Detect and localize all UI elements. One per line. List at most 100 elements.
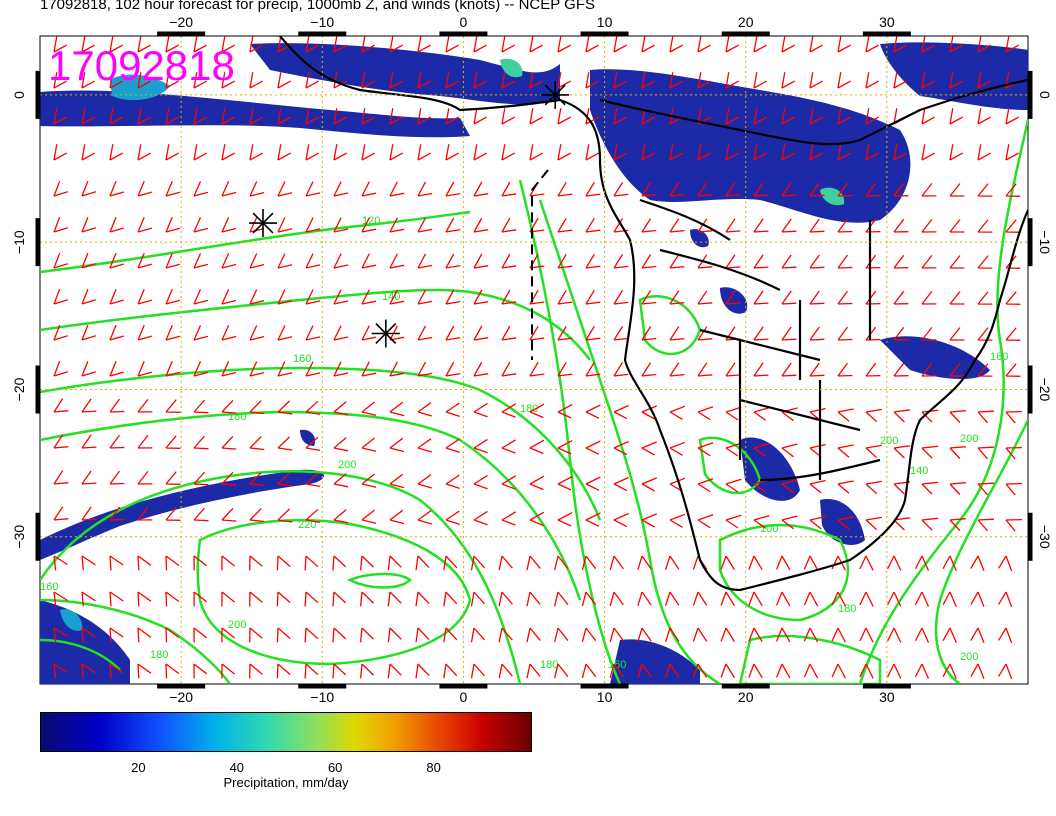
wind-barb [914, 591, 930, 607]
wind-barb [81, 627, 96, 643]
wind-barb [277, 217, 293, 233]
lon-tick-label-top: 0 [460, 14, 468, 30]
wind-barb [389, 108, 404, 125]
wind-barb [781, 108, 796, 125]
wind-barb [81, 72, 96, 89]
wind-barb [949, 255, 965, 269]
wind-barb [53, 324, 68, 341]
wind-barb [445, 325, 461, 341]
wind-barb [557, 512, 573, 527]
wind-barb [137, 144, 152, 161]
wind-barb [697, 514, 714, 529]
wind-barb [109, 324, 124, 341]
wind-barb [809, 479, 826, 494]
wind-barb [361, 325, 377, 341]
wind-barb [613, 476, 629, 492]
wind-barb [473, 253, 489, 269]
wind-barb [529, 72, 544, 89]
wind-barb [165, 471, 181, 485]
wind-barb [865, 108, 880, 125]
wind-barb [887, 663, 902, 679]
wind-barb [333, 509, 349, 524]
wind-barb [81, 180, 96, 197]
wind-barb [276, 663, 291, 679]
wind-barb [53, 627, 68, 643]
wind-barb [277, 144, 292, 161]
lon-tick-label-bottom: 0 [460, 689, 468, 705]
wind-barb [501, 108, 516, 125]
wind-barb [109, 663, 124, 679]
wind-barb [443, 555, 458, 571]
wind-barb [837, 480, 854, 494]
wind-barb [554, 591, 569, 607]
wind-barb [249, 627, 263, 643]
wind-barb [977, 36, 992, 53]
wind-barb [809, 326, 825, 341]
colorbar-tick-label: 80 [426, 760, 441, 775]
wind-barb [554, 627, 569, 643]
wind-barb [837, 182, 853, 197]
wind-barb [781, 479, 798, 494]
contour-label: 200 [960, 433, 978, 445]
wind-barb [803, 627, 819, 643]
wind-barb [389, 289, 405, 305]
wind-barb [277, 72, 292, 89]
wind-barb [641, 441, 658, 456]
wind-barb [361, 217, 377, 233]
wind-barb [1005, 291, 1021, 305]
wind-barb [641, 513, 658, 528]
wind-barb [221, 361, 237, 377]
wind-barb [581, 555, 597, 571]
wind-barb [387, 627, 402, 643]
contour-label: 180 [838, 603, 856, 615]
wind-barb [859, 663, 874, 679]
wind-barb [641, 405, 658, 420]
wind-barb [837, 108, 852, 125]
wind-barb [501, 325, 517, 341]
wind-barb [221, 217, 237, 233]
wind-barb [526, 627, 541, 643]
wind-barb [613, 36, 628, 53]
wind-barb [585, 440, 601, 455]
wind-barb [977, 327, 993, 341]
wind-barb [831, 627, 846, 643]
wind-barb [887, 591, 902, 607]
lon-tick-label-bottom: 30 [879, 689, 895, 705]
wind-barb [692, 627, 708, 642]
wind-barb [865, 144, 880, 161]
wind-barb [585, 217, 601, 233]
wind-barb [585, 476, 601, 491]
wind-barb [387, 591, 402, 607]
lon-tick-label-bottom: −20 [169, 689, 193, 705]
wind-barb [445, 217, 461, 233]
wind-barb [921, 481, 938, 495]
wind-barb [415, 591, 430, 607]
wind-barb [977, 291, 993, 305]
wind-barb [557, 325, 573, 341]
wind-barb [389, 253, 405, 269]
wind-barb [557, 253, 573, 269]
lon-tick-label-top: 10 [597, 14, 613, 30]
wind-barb [921, 445, 938, 459]
wind-barb [613, 72, 628, 89]
wind-barb [249, 555, 263, 571]
wind-barb [753, 72, 768, 89]
wind-barb [585, 361, 601, 377]
wind-barb [417, 253, 433, 269]
wind-barb [977, 108, 992, 125]
wind-barb [557, 72, 572, 89]
wind-barb [609, 663, 624, 679]
wind-barb [193, 144, 208, 161]
wind-barb [445, 72, 460, 89]
wind-barb [1005, 36, 1020, 53]
wind-barb [277, 436, 293, 451]
wind-barb [921, 108, 936, 125]
wind-barb [725, 182, 741, 197]
wind-barb [914, 663, 930, 679]
wind-barb [554, 663, 569, 679]
wind-barb [837, 36, 852, 53]
wind-barb [949, 183, 965, 197]
wind-barb [585, 289, 601, 305]
africa-coastline [279, 36, 1028, 592]
wind-barb [753, 254, 769, 269]
